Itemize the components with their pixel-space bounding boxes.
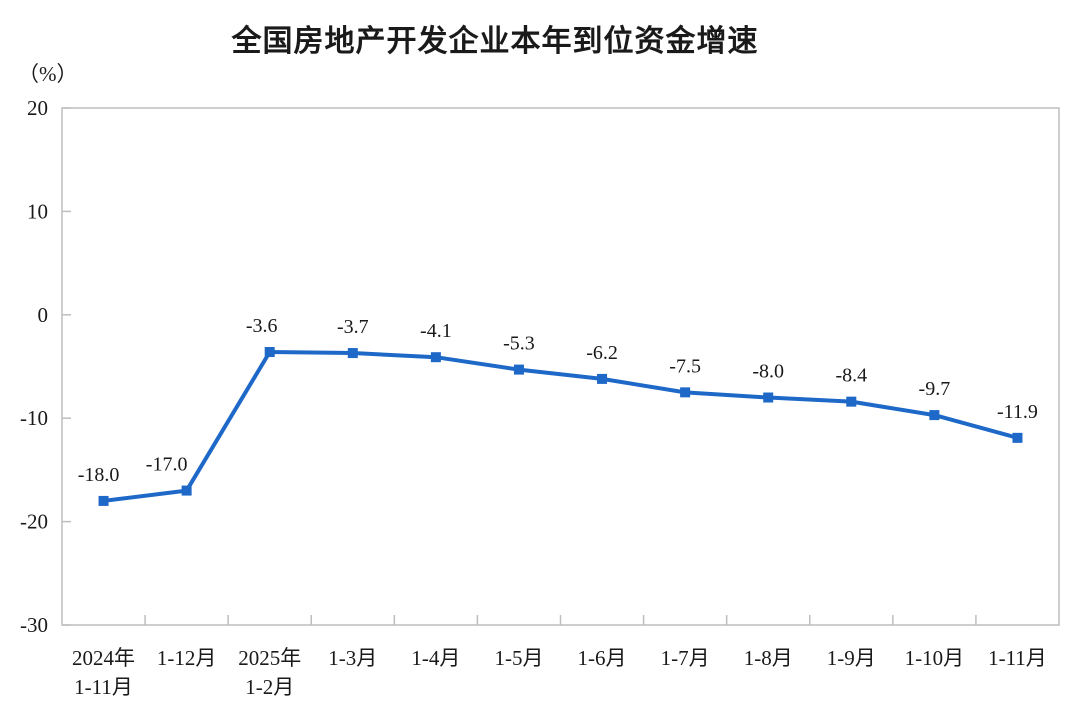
data-point-marker (347, 348, 358, 359)
x-axis-label: 1-4月 (411, 646, 460, 670)
chart-title: 全国房地产开发企业本年到位资金增速 (231, 25, 759, 58)
x-axis-label: 1-11月 (988, 646, 1047, 670)
x-axis-label: 1-8月 (744, 646, 793, 670)
x-axis-label: 1-6月 (578, 646, 627, 670)
x-axis-label: 1-10月 (905, 646, 965, 670)
y-axis-tick-label: 10 (27, 199, 48, 223)
y-axis-tick-label: -20 (20, 510, 48, 534)
data-point-marker (846, 396, 857, 407)
data-point-marker (929, 410, 940, 421)
data-point-label: -8.4 (835, 365, 867, 387)
data-point-label: -18.0 (78, 464, 120, 486)
y-axis-unit-label: （%） (18, 62, 78, 86)
data-point-label: -3.7 (337, 316, 369, 338)
data-point-marker (513, 364, 524, 375)
x-axis-label: 2025年 (238, 646, 301, 670)
data-point-marker (680, 387, 691, 398)
data-point-label: -5.3 (503, 333, 535, 355)
data-point-label: -17.0 (146, 454, 188, 476)
plot-border (61, 107, 1060, 626)
x-axis-label: 1-2月 (245, 675, 294, 699)
data-point-label: -9.7 (919, 378, 951, 400)
data-point-marker (1012, 432, 1023, 443)
data-point-marker (181, 485, 192, 496)
data-point-label: -6.2 (586, 342, 618, 364)
data-point-marker (763, 392, 774, 403)
data-point-label: -7.5 (669, 355, 701, 377)
data-point-label: -11.9 (997, 401, 1038, 423)
data-point-marker (597, 373, 608, 384)
data-point-label: -4.1 (420, 320, 452, 342)
x-axis-label: 1-9月 (827, 646, 876, 670)
y-axis-tick-label: -10 (20, 406, 48, 430)
x-axis-label: 1-7月 (661, 646, 710, 670)
y-axis-tick-label: -30 (20, 613, 48, 637)
data-point-marker (98, 495, 109, 506)
x-axis-label: 1-12月 (157, 646, 217, 670)
data-point-label: -3.6 (246, 315, 278, 337)
data-point-marker (430, 352, 441, 363)
y-axis-tick-label: 20 (27, 96, 48, 120)
x-axis-label: 2024年 (72, 646, 135, 670)
y-axis-tick-label: 0 (38, 303, 49, 327)
data-point-label: -8.0 (752, 361, 784, 383)
series-line (101, 350, 1020, 503)
x-axis-label: 1-5月 (494, 646, 543, 670)
x-axis-label: 1-11月 (74, 675, 133, 699)
x-axis-label: 1-3月 (328, 646, 377, 670)
data-point-marker (264, 347, 275, 358)
